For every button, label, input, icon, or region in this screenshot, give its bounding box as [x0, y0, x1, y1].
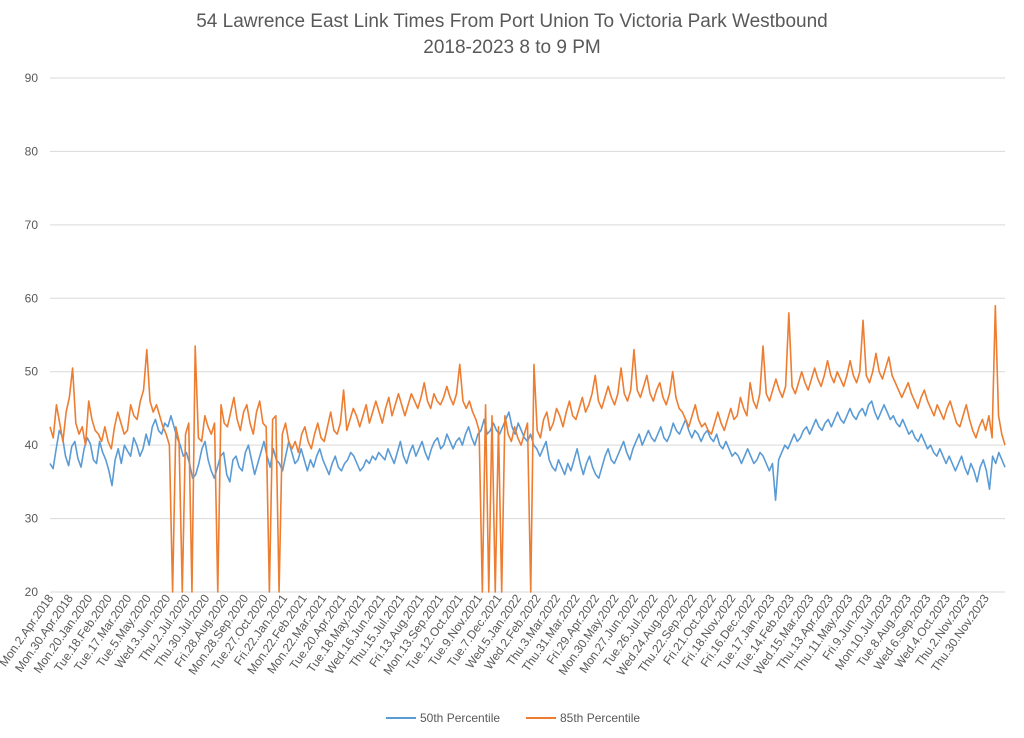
legend-label: 85th Percentile: [560, 711, 640, 725]
y-tick-label: 50: [25, 365, 39, 379]
y-tick-label: 40: [25, 438, 39, 452]
legend: 50th Percentile 85th Percentile: [386, 711, 640, 725]
y-tick-label: 80: [25, 144, 39, 158]
chart-title: 54 Lawrence East Link Times From Port Un…: [196, 11, 828, 32]
y-tick-label: 90: [25, 71, 39, 85]
chart-subtitle: 2018-2023 8 to 9 PM: [423, 37, 600, 58]
x-axis-ticks: Mon.2.Apr.2018Mon.30.Apr.2018Mon.20.Jan.…: [0, 591, 992, 678]
y-tick-label: 30: [25, 512, 39, 526]
legend-label: 50th Percentile: [420, 711, 500, 725]
y-axis-ticks: 20 30 40 50 60 70 80 90: [25, 71, 39, 599]
y-tick-label: 60: [25, 291, 39, 305]
y-tick-label: 70: [25, 218, 39, 232]
y-tick-label: 20: [25, 585, 39, 599]
series-lines: [49, 304, 1006, 593]
series-line-85th-percentile: [49, 304, 1006, 593]
